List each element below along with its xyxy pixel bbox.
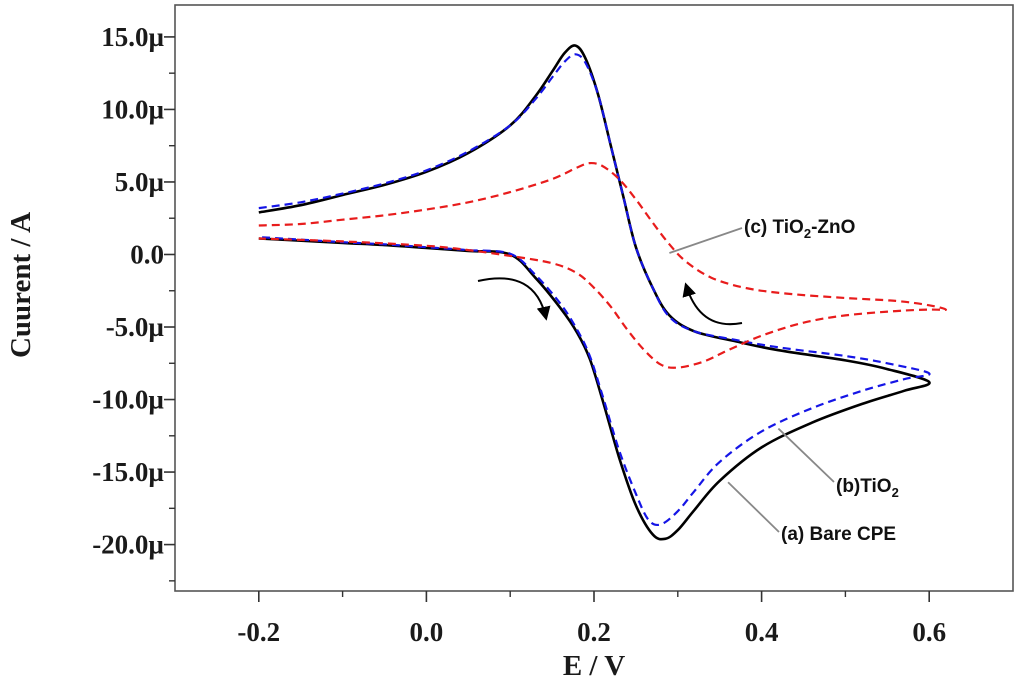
x-tick-label: 0.6 xyxy=(912,617,946,647)
annotation-tio2: (b)TiO2 xyxy=(836,476,899,500)
series-line-tio2-zno xyxy=(258,161,948,369)
reverse-scan-arrow-icon xyxy=(682,282,743,326)
x-tick-label: -0.2 xyxy=(237,617,280,647)
plot-frame xyxy=(174,4,1014,592)
series-line-bare-cpe xyxy=(258,44,931,541)
y-tick-label: -10.0µ xyxy=(92,385,164,415)
forward-scan-arrow-icon xyxy=(477,277,551,321)
x-axis-title: E / V xyxy=(563,650,625,682)
y-tick-label: -5.0µ xyxy=(106,312,165,342)
y-tick-label: -15.0µ xyxy=(92,457,164,487)
y-axis-title: Cuurent / A xyxy=(5,212,37,358)
x-tick-label: 0.0 xyxy=(410,617,444,647)
annotation-tio2-zno: (c) TiO2-ZnO xyxy=(744,217,855,241)
x-axis-ticks: -0.2 0.0 0.2 0.4 0.6 xyxy=(237,591,946,647)
annotation-leader-lines xyxy=(669,227,835,533)
y-tick-label: -20.0µ xyxy=(92,530,164,560)
leader-line-bare-cpe xyxy=(727,481,780,533)
leader-line-tio2 xyxy=(777,427,835,483)
x-tick-label: 0.2 xyxy=(577,617,611,647)
y-tick-label: 10.0µ xyxy=(101,94,164,124)
leader-line-tio2-zno xyxy=(669,227,743,254)
series-layer xyxy=(258,44,948,541)
series-line-tio2 xyxy=(258,53,931,527)
x-tick-label: 0.4 xyxy=(745,617,779,647)
y-tick-label: 15.0µ xyxy=(101,22,164,52)
y-axis-ticks: 15.0µ 10.0µ 5.0µ 0.0 -5.0µ -10.0µ -15.0µ -20.0µ xyxy=(92,22,175,582)
y-tick-label: 5.0µ xyxy=(115,167,165,197)
y-tick-label: 0.0 xyxy=(130,239,164,269)
annotation-bare-cpe: (a) Bare CPE xyxy=(781,524,896,545)
